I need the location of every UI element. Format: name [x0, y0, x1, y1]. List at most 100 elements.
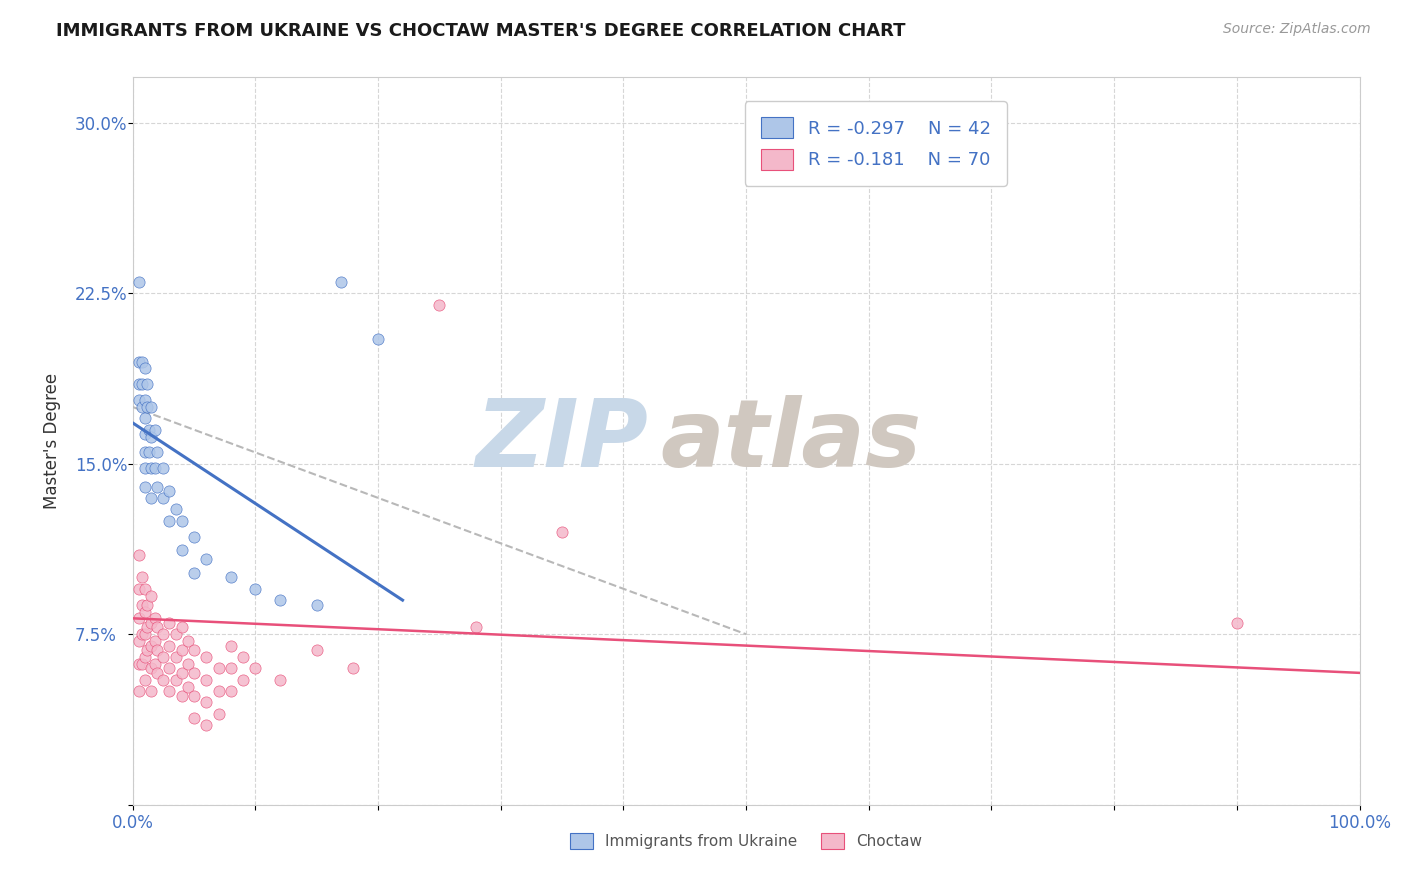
Point	[128, 611, 150, 625]
Point	[139, 684, 162, 698]
Point	[165, 673, 187, 687]
Point	[159, 484, 181, 499]
Point	[269, 593, 291, 607]
Point	[159, 639, 181, 653]
Point	[134, 427, 156, 442]
Point	[219, 639, 242, 653]
Point	[131, 598, 153, 612]
Point	[170, 643, 193, 657]
Point	[128, 377, 150, 392]
Point	[146, 479, 169, 493]
Point	[269, 673, 291, 687]
Point	[134, 461, 156, 475]
Point	[165, 627, 187, 641]
Point	[143, 634, 166, 648]
Point	[232, 673, 254, 687]
Point	[134, 673, 156, 687]
Point	[134, 361, 156, 376]
Point	[219, 661, 242, 675]
Point	[139, 661, 162, 675]
Point	[159, 684, 181, 698]
Point	[134, 627, 156, 641]
Point	[183, 665, 205, 680]
Point	[131, 570, 153, 584]
Point	[195, 718, 218, 732]
Point	[207, 706, 229, 721]
Point	[131, 354, 153, 368]
Point	[219, 684, 242, 698]
Point	[139, 400, 162, 414]
Point	[138, 445, 160, 459]
Point	[551, 524, 574, 539]
Point	[146, 445, 169, 459]
Point	[136, 377, 159, 392]
Point	[427, 298, 450, 312]
Point	[139, 491, 162, 505]
Point	[128, 657, 150, 671]
Point	[136, 643, 159, 657]
Point	[177, 657, 200, 671]
Point	[170, 514, 193, 528]
Point	[134, 445, 156, 459]
Point	[367, 332, 389, 346]
Point	[152, 649, 174, 664]
Point	[128, 548, 150, 562]
Point	[143, 423, 166, 437]
Point	[183, 643, 205, 657]
Point	[128, 684, 150, 698]
Point	[134, 649, 156, 664]
Point	[136, 620, 159, 634]
Point	[139, 639, 162, 653]
Point	[159, 514, 181, 528]
Point	[165, 649, 187, 664]
Point	[183, 711, 205, 725]
Point	[146, 665, 169, 680]
Point	[134, 479, 156, 493]
Point	[170, 543, 193, 558]
Point	[128, 634, 150, 648]
Point	[159, 661, 181, 675]
Point	[465, 620, 488, 634]
Point	[131, 377, 153, 392]
Point	[136, 400, 159, 414]
Point	[165, 502, 187, 516]
Text: IMMIGRANTS FROM UKRAINE VS CHOCTAW MASTER'S DEGREE CORRELATION CHART: IMMIGRANTS FROM UKRAINE VS CHOCTAW MASTE…	[56, 22, 905, 40]
Point	[139, 589, 162, 603]
Y-axis label: Master's Degree: Master's Degree	[44, 373, 60, 509]
Point	[131, 657, 153, 671]
Point	[159, 615, 181, 630]
Point	[152, 491, 174, 505]
Point	[131, 627, 153, 641]
Point	[183, 529, 205, 543]
Point	[219, 570, 242, 584]
Point	[152, 673, 174, 687]
Point	[134, 582, 156, 596]
Point	[128, 275, 150, 289]
Point	[134, 411, 156, 425]
Point	[134, 605, 156, 619]
Point	[305, 643, 328, 657]
Point	[143, 461, 166, 475]
Point	[183, 689, 205, 703]
Point	[143, 657, 166, 671]
Point	[170, 620, 193, 634]
Point	[195, 649, 218, 664]
Point	[128, 582, 150, 596]
Point	[143, 611, 166, 625]
Point	[152, 461, 174, 475]
Point	[232, 649, 254, 664]
Point	[207, 661, 229, 675]
Point	[195, 695, 218, 709]
Text: ZIP: ZIP	[475, 395, 648, 487]
Text: atlas: atlas	[661, 395, 921, 487]
Point	[177, 680, 200, 694]
Point	[139, 461, 162, 475]
Point	[128, 354, 150, 368]
Point	[138, 423, 160, 437]
Point	[128, 393, 150, 408]
Point	[177, 634, 200, 648]
Point	[139, 429, 162, 443]
Point	[146, 620, 169, 634]
Point	[152, 627, 174, 641]
Text: Source: ZipAtlas.com: Source: ZipAtlas.com	[1223, 22, 1371, 37]
